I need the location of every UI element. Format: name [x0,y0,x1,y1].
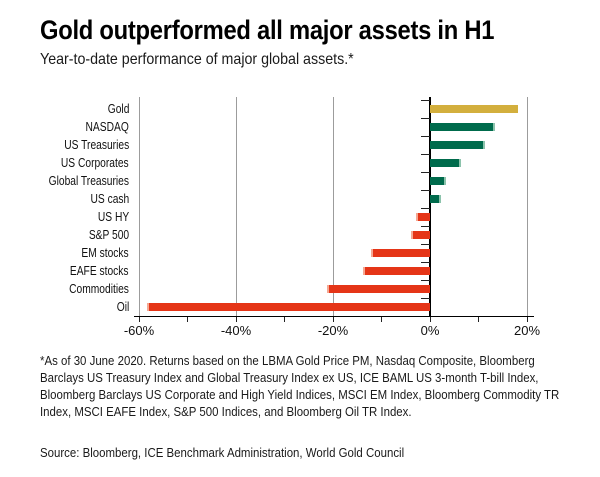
category-label: Global Treasuries [48,174,129,188]
category-label-row: US cash [0,190,129,208]
bar-commodities [326,285,430,293]
x-axis-label: -60% [123,323,155,338]
category-label-row: Gold [0,100,129,118]
x-axis-tick [284,317,285,322]
y-axis-tick [420,100,430,101]
category-label: US Corporates [61,156,129,170]
gridline [332,97,334,316]
y-axis-tick [420,298,430,299]
bar-chart: Gold NASDAQ US Treasuries US Corporates Glob… [0,97,600,350]
x-axis-label: -20% [317,323,349,338]
source-line: Source: Bloomberg, ICE Benchmark Adminis… [40,445,405,460]
category-label-row: Oil [0,298,129,316]
chart-title: Gold outperformed all major assets in H1 [40,15,495,45]
bar-us-cash [430,195,441,203]
x-axis-label: 0% [420,323,440,338]
x-axis-tick [187,317,188,322]
x-axis-tick [332,317,334,322]
y-axis-tick [420,154,430,155]
x-axis-tick [526,317,528,322]
bar-em-stocks [370,249,430,257]
y-axis-tick [420,136,430,137]
x-axis-label: -40% [220,323,252,338]
category-label-row: Global Treasuries [0,172,129,190]
category-label: Oil [116,300,129,314]
category-label: Gold [107,102,129,116]
y-axis-tick [420,244,430,245]
bar-gold [430,105,519,113]
bar-us-hy [415,213,430,221]
x-axis-tick [235,317,237,322]
x-axis-tick [138,317,140,322]
y-axis-tick [420,280,430,281]
category-label: Commodities [69,282,129,296]
category-label-row: EM stocks [0,244,129,262]
y-axis-tick [420,172,430,173]
gridline [235,97,237,316]
category-label-row: US HY [0,208,129,226]
y-axis-tick [420,190,430,191]
category-label: EM stocks [81,246,129,260]
gridline [526,97,528,316]
category-label: S&P 500 [88,228,129,242]
x-axis-tick [429,317,431,322]
category-label: US cash [90,192,129,206]
y-axis-tick [420,262,430,263]
category-labels: Gold NASDAQ US Treasuries US Corporates Glob… [0,100,129,316]
plot-area [138,97,528,322]
x-axis-tick [478,317,479,322]
category-label: EAFE stocks [70,264,129,278]
category-label: US Treasuries [64,138,129,152]
chart-subtitle: Year-to-date performance of major global… [40,51,354,68]
bar-nasdaq [430,123,495,131]
bar-us-corporates [430,159,461,167]
footnote: *As of 30 June 2020. Returns based on th… [40,353,560,419]
category-label-row: S&P 500 [0,226,129,244]
y-axis-tick [420,226,430,227]
bar-global-treasuries [430,177,447,185]
bar-oil [147,303,430,311]
zero-axis-line [429,97,431,316]
category-label: NASDAQ [85,120,129,134]
gridline [138,97,140,316]
bar-s-p-500 [411,231,430,239]
bar-eafe-stocks [362,267,430,275]
y-axis-tick [420,118,430,119]
category-label: US HY [97,210,129,224]
category-label-row: US Treasuries [0,136,129,154]
category-label-row: EAFE stocks [0,262,129,280]
category-label-row: Commodities [0,280,129,298]
bar-us-treasuries [430,141,485,149]
x-axis-tick [381,317,382,322]
category-label-row: NASDAQ [0,118,129,136]
x-axis-line [134,316,534,318]
x-axis-label: 20% [513,323,541,338]
category-label-row: US Corporates [0,154,129,172]
y-axis-tick [420,208,430,209]
